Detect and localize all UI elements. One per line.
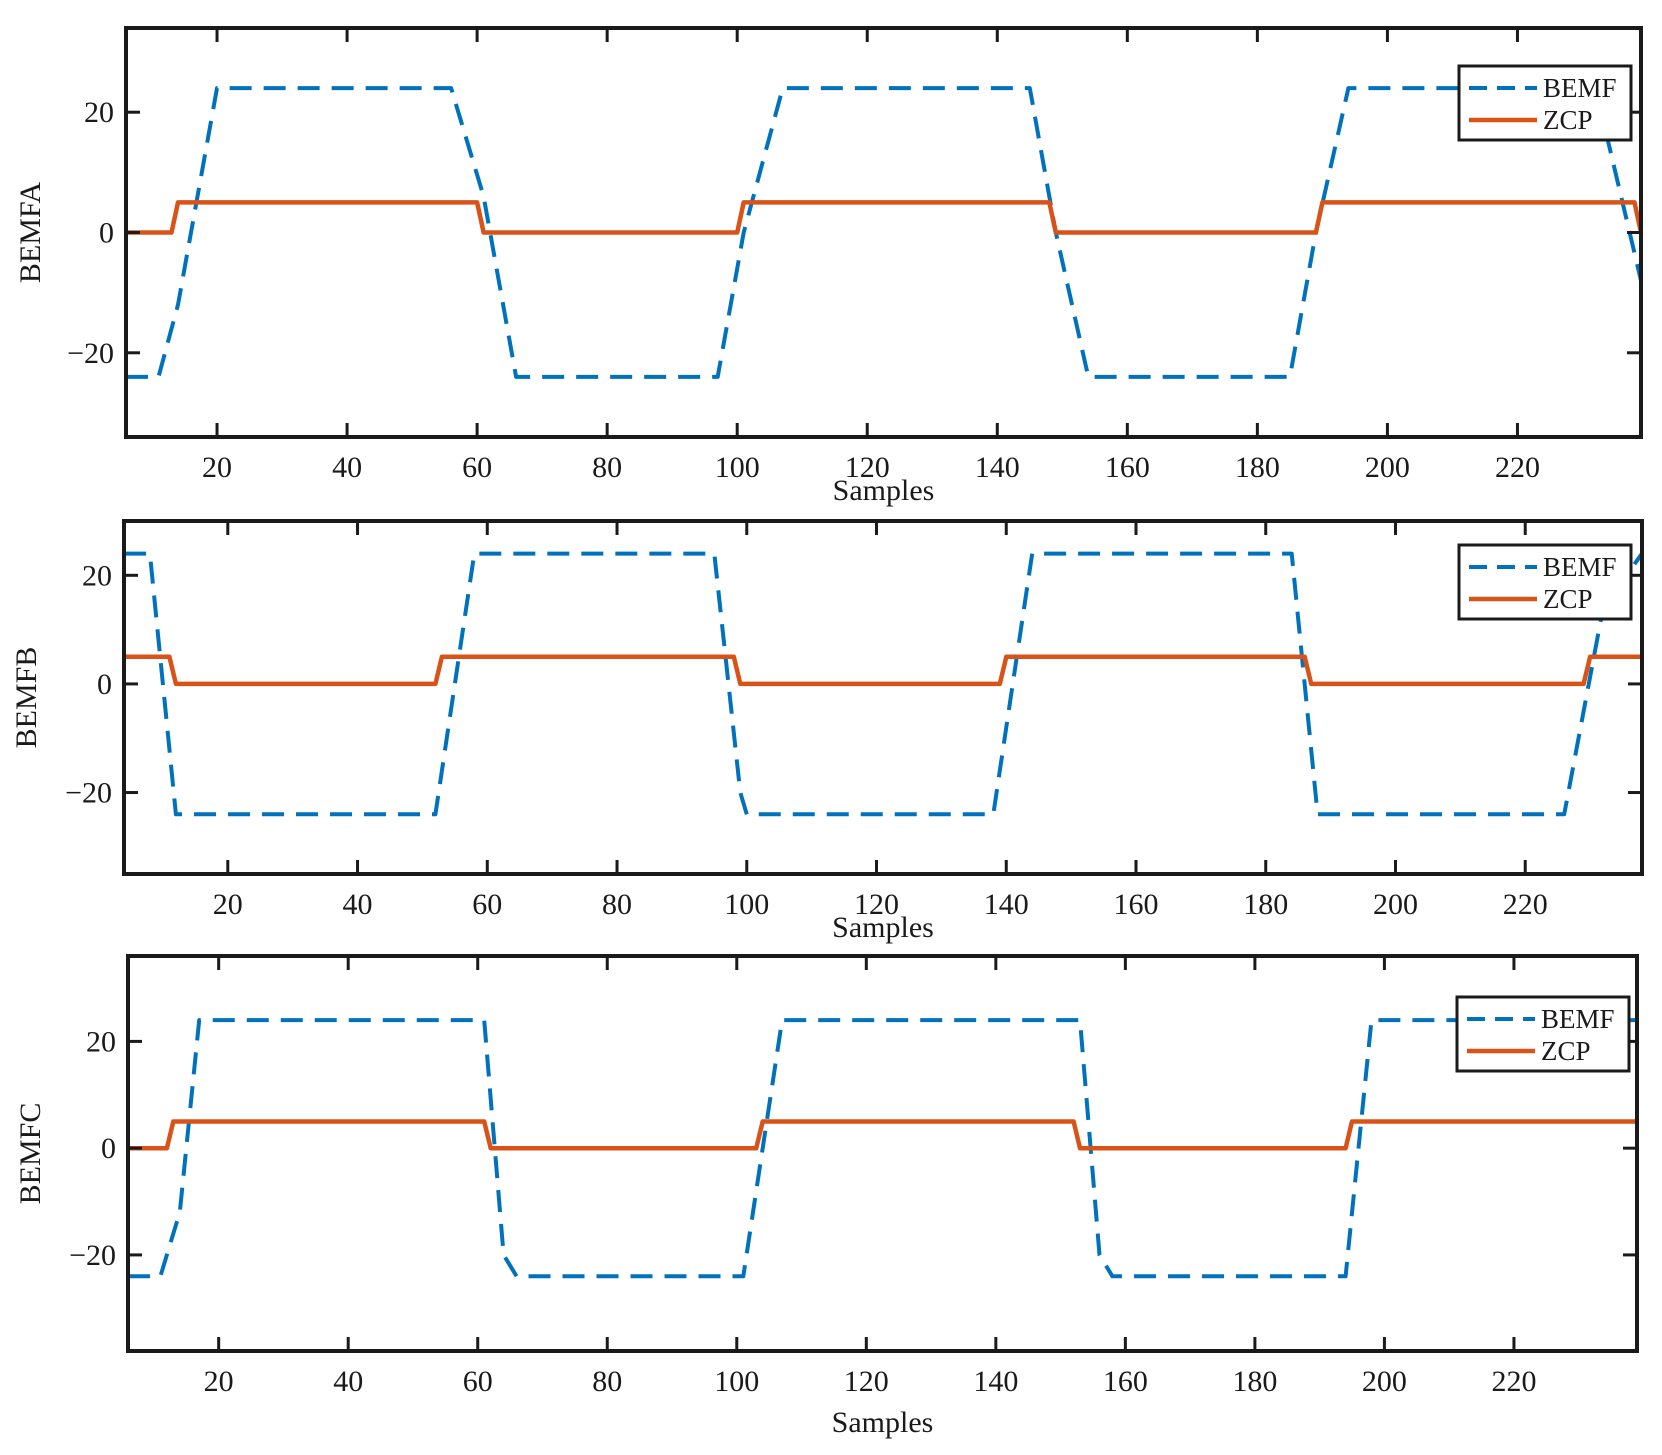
axes-box: [126, 954, 1639, 1353]
x-axis-label: Samples: [832, 911, 934, 944]
y-tick-label: 0: [99, 217, 114, 250]
x-tick-label: 200: [1362, 1365, 1407, 1398]
x-axis-label: Samples: [833, 474, 935, 507]
x-tick-label: 200: [1373, 888, 1418, 921]
x-tick-label: 180: [1243, 888, 1288, 921]
x-axis-label: Samples: [832, 1406, 934, 1439]
x-tick-label: 40: [343, 888, 373, 921]
x-tick-label: 120: [844, 1365, 889, 1398]
legend-bemf-label: BEMF: [1543, 552, 1617, 582]
y-axis-label: BEMFC: [14, 1103, 47, 1205]
legend-zcp-label: ZCP: [1541, 1036, 1591, 1066]
y-tick-label: 20: [86, 1025, 116, 1058]
x-tick-label: 120: [854, 888, 899, 921]
x-tick-label: 80: [592, 1365, 622, 1398]
x-tick-label: 60: [463, 1365, 493, 1398]
x-tick-label: 60: [472, 888, 502, 921]
zcp-series-line: [128, 1119, 1637, 1151]
x-tick-label: 140: [984, 888, 1029, 921]
y-axis-label: BEMFA: [14, 182, 47, 283]
legend-box: [1457, 543, 1633, 621]
x-tick-label: 40: [332, 451, 362, 484]
x-tick-label: 220: [1491, 1365, 1536, 1398]
x-tick-label: 180: [1232, 1365, 1277, 1398]
x-tick-label: 80: [602, 888, 632, 921]
x-tick-label: 60: [462, 451, 492, 484]
y-tick-label: 20: [84, 96, 114, 129]
legend-bemf-label: BEMF: [1541, 1004, 1615, 1034]
x-tick-label: 220: [1503, 888, 1548, 921]
bemf-series-line: [124, 551, 1642, 817]
x-tick-label: 80: [592, 451, 622, 484]
x-tick-label: 100: [715, 451, 760, 484]
legend-box: [1455, 995, 1631, 1073]
zcp-series-line: [126, 200, 1641, 235]
y-tick-label: 20: [82, 559, 112, 592]
series-group: [128, 1018, 1637, 1279]
y-tick-label: 0: [97, 668, 112, 701]
x-tick-label: 40: [333, 1365, 363, 1398]
bemf-series-line: [128, 1018, 1637, 1279]
x-tick-label: 220: [1495, 451, 1540, 484]
axes-box: [122, 519, 1644, 876]
axes-box: [124, 26, 1643, 439]
x-tick-label: 20: [213, 888, 243, 921]
x-tick-label: 160: [1114, 888, 1159, 921]
zcp-series-line: [124, 654, 1642, 687]
legend-zcp-label: ZCP: [1543, 584, 1593, 614]
y-tick-label: −20: [67, 337, 114, 370]
x-tick-label: 20: [204, 1365, 234, 1398]
y-tick-label: 0: [101, 1132, 116, 1165]
x-tick-label: 180: [1235, 451, 1280, 484]
x-tick-label: 140: [973, 1365, 1018, 1398]
y-axis-label: BEMFB: [10, 647, 43, 749]
y-tick-label: −20: [69, 1239, 116, 1272]
x-tick-label: 160: [1105, 451, 1150, 484]
x-tick-label: 120: [845, 451, 890, 484]
x-tick-label: 100: [714, 1365, 759, 1398]
bemf-series-line: [126, 86, 1641, 379]
series-group: [124, 551, 1642, 817]
legend-bemf-label: BEMF: [1543, 73, 1617, 103]
x-tick-label: 100: [724, 888, 769, 921]
x-tick-label: 20: [202, 451, 232, 484]
x-tick-label: 140: [975, 451, 1020, 484]
legend-zcp-label: ZCP: [1543, 105, 1593, 135]
panel-bemfa: 20 40 60 80 100 120 140 160 180 200 220 −20 0 20 Sampl…: [14, 26, 1643, 507]
x-tick-label: 160: [1103, 1365, 1148, 1398]
series-group: [126, 86, 1641, 379]
y-tick-label: −20: [65, 777, 112, 810]
panel-bemfc: 20 40 60 80 100 120 140 160 180 200 220 −20 0 20 Sampl…: [14, 954, 1639, 1439]
x-tick-label: 200: [1365, 451, 1410, 484]
legend-box: [1457, 64, 1633, 142]
panel-bemfb: 20 40 60 80 100 120 140 160 180 200 220 −20 0 20 Sampl…: [10, 519, 1644, 944]
